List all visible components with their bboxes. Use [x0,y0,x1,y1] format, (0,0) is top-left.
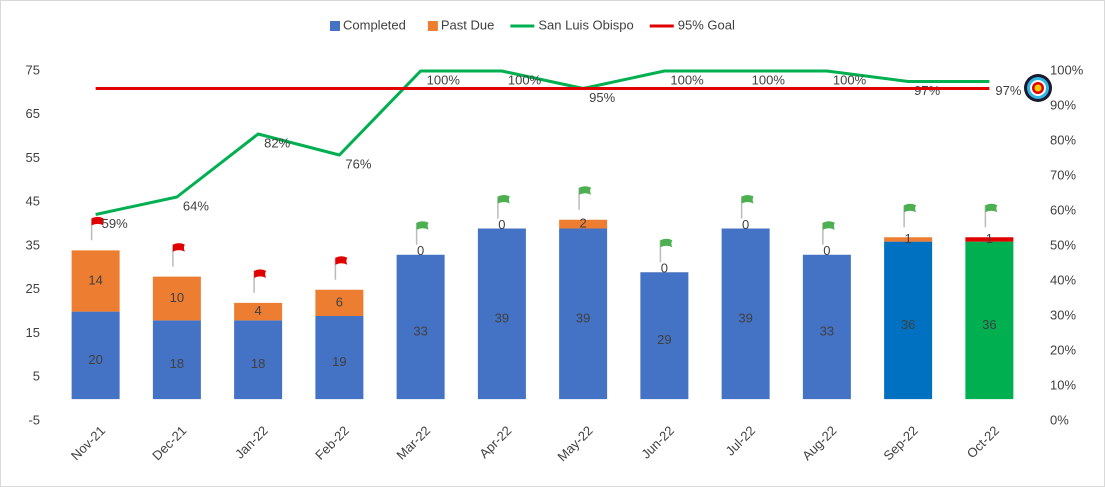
y2-tick-label: 80% [1050,132,1076,147]
flag [497,195,510,204]
bar-segment [965,241,1014,400]
y2-tick-label: 60% [1050,202,1076,217]
flag [172,243,185,252]
bar-value-label: 2 [580,216,587,231]
bar-segment [234,302,283,321]
bar-value-label: 0 [823,243,830,258]
y-tick-label: -5 [28,412,40,427]
line-value-label: 97% [914,83,940,98]
flag [335,256,348,265]
legend-label: 95% Goal [678,17,735,32]
line-value-label: 59% [102,216,128,231]
y2-tick-label: 0% [1050,412,1069,427]
bar-segment [477,228,526,400]
line-value-label: 76% [345,156,371,171]
bar-segment [71,311,120,400]
y-tick-label: 5 [33,369,40,384]
flag [91,216,104,226]
bar-segment [152,276,201,321]
bar-value-label: 29 [657,332,671,347]
bar-segment [152,320,201,400]
y-tick-label: 15 [26,325,40,340]
y2-tick-label: 50% [1050,237,1076,252]
line-value-label: 100% [833,72,867,87]
bar-value-label: 18 [170,356,184,371]
legend-swatch [427,21,438,31]
bar-value-label: 0 [498,217,505,232]
line [95,69,990,216]
bar-segment [559,219,608,229]
line-value-label: 97% [995,83,1021,98]
legend-label: Completed [343,17,406,32]
legend-label: San Luis Obispo [538,17,633,32]
y-tick-label: 25 [26,281,40,296]
flag [660,238,673,248]
legend-swatch [330,21,340,31]
bar-value-label: 0 [417,243,424,258]
bar-value-label: 4 [255,303,262,318]
bar-segment [71,250,120,312]
bar-segment [315,316,364,400]
bar-value-label: 14 [88,272,102,287]
bar-value-label: 10 [170,290,184,305]
flag [822,221,835,230]
y2-tick-label: 100% [1050,62,1084,77]
bar-value-label: 39 [576,310,590,325]
bar-segment [884,241,933,400]
bar-segment [559,228,608,400]
bar-value-label: 36 [901,317,915,332]
line-value-label: 100% [670,72,704,87]
y2-tick-label: 10% [1050,377,1076,392]
line-value-label: 64% [183,198,209,213]
bar-value-label: 19 [332,354,346,369]
flag [254,269,267,278]
bar-value-label: 39 [738,310,752,325]
line-value-label: 100% [752,72,786,87]
flag [741,195,754,204]
bar-value-label: 0 [661,261,668,276]
y-tick-label: 55 [26,150,40,165]
line-value-label: 100% [508,72,542,87]
bar-segment [396,254,445,400]
bar-value-label: 18 [251,356,265,371]
y-tick-label: 35 [26,237,40,252]
legend-label: Past Due [441,17,494,32]
y2-tick-label: 40% [1050,272,1076,287]
y2-tick-label: 20% [1050,342,1076,357]
y-tick-label: 65 [26,106,40,121]
bar-value-label: 1 [905,231,912,246]
y2-tick-label: 70% [1050,167,1076,182]
line-value-label: 100% [427,72,461,87]
y2-tick-label: 30% [1050,307,1076,322]
y-tick-label: 45 [26,194,40,209]
bar-segment [315,289,364,316]
bar-segment [965,237,1014,242]
bar-value-label: 6 [336,294,343,309]
bar-value-label: 33 [820,323,834,338]
bar-segment [234,320,283,400]
bar-value-label: 39 [495,310,509,325]
bar-segment [802,254,851,400]
flag [985,203,998,213]
bar-segment [721,228,770,400]
bar-value-label: 1 [986,231,993,246]
target-icon [1034,84,1042,92]
y-tick-label: 75 [26,62,40,77]
bar-value-label: 33 [413,323,427,338]
line-value-label: 95% [589,90,615,105]
bar-value-label: 0 [742,217,749,232]
bar-value-label: 20 [88,352,102,367]
line-value-label: 82% [264,135,290,150]
y2-tick-label: 90% [1050,97,1076,112]
bar-segment [640,272,689,400]
flag [579,186,592,195]
bar-value-label: 36 [982,317,996,332]
bar-segment [884,237,933,242]
flag [416,221,429,230]
flag [904,203,917,213]
